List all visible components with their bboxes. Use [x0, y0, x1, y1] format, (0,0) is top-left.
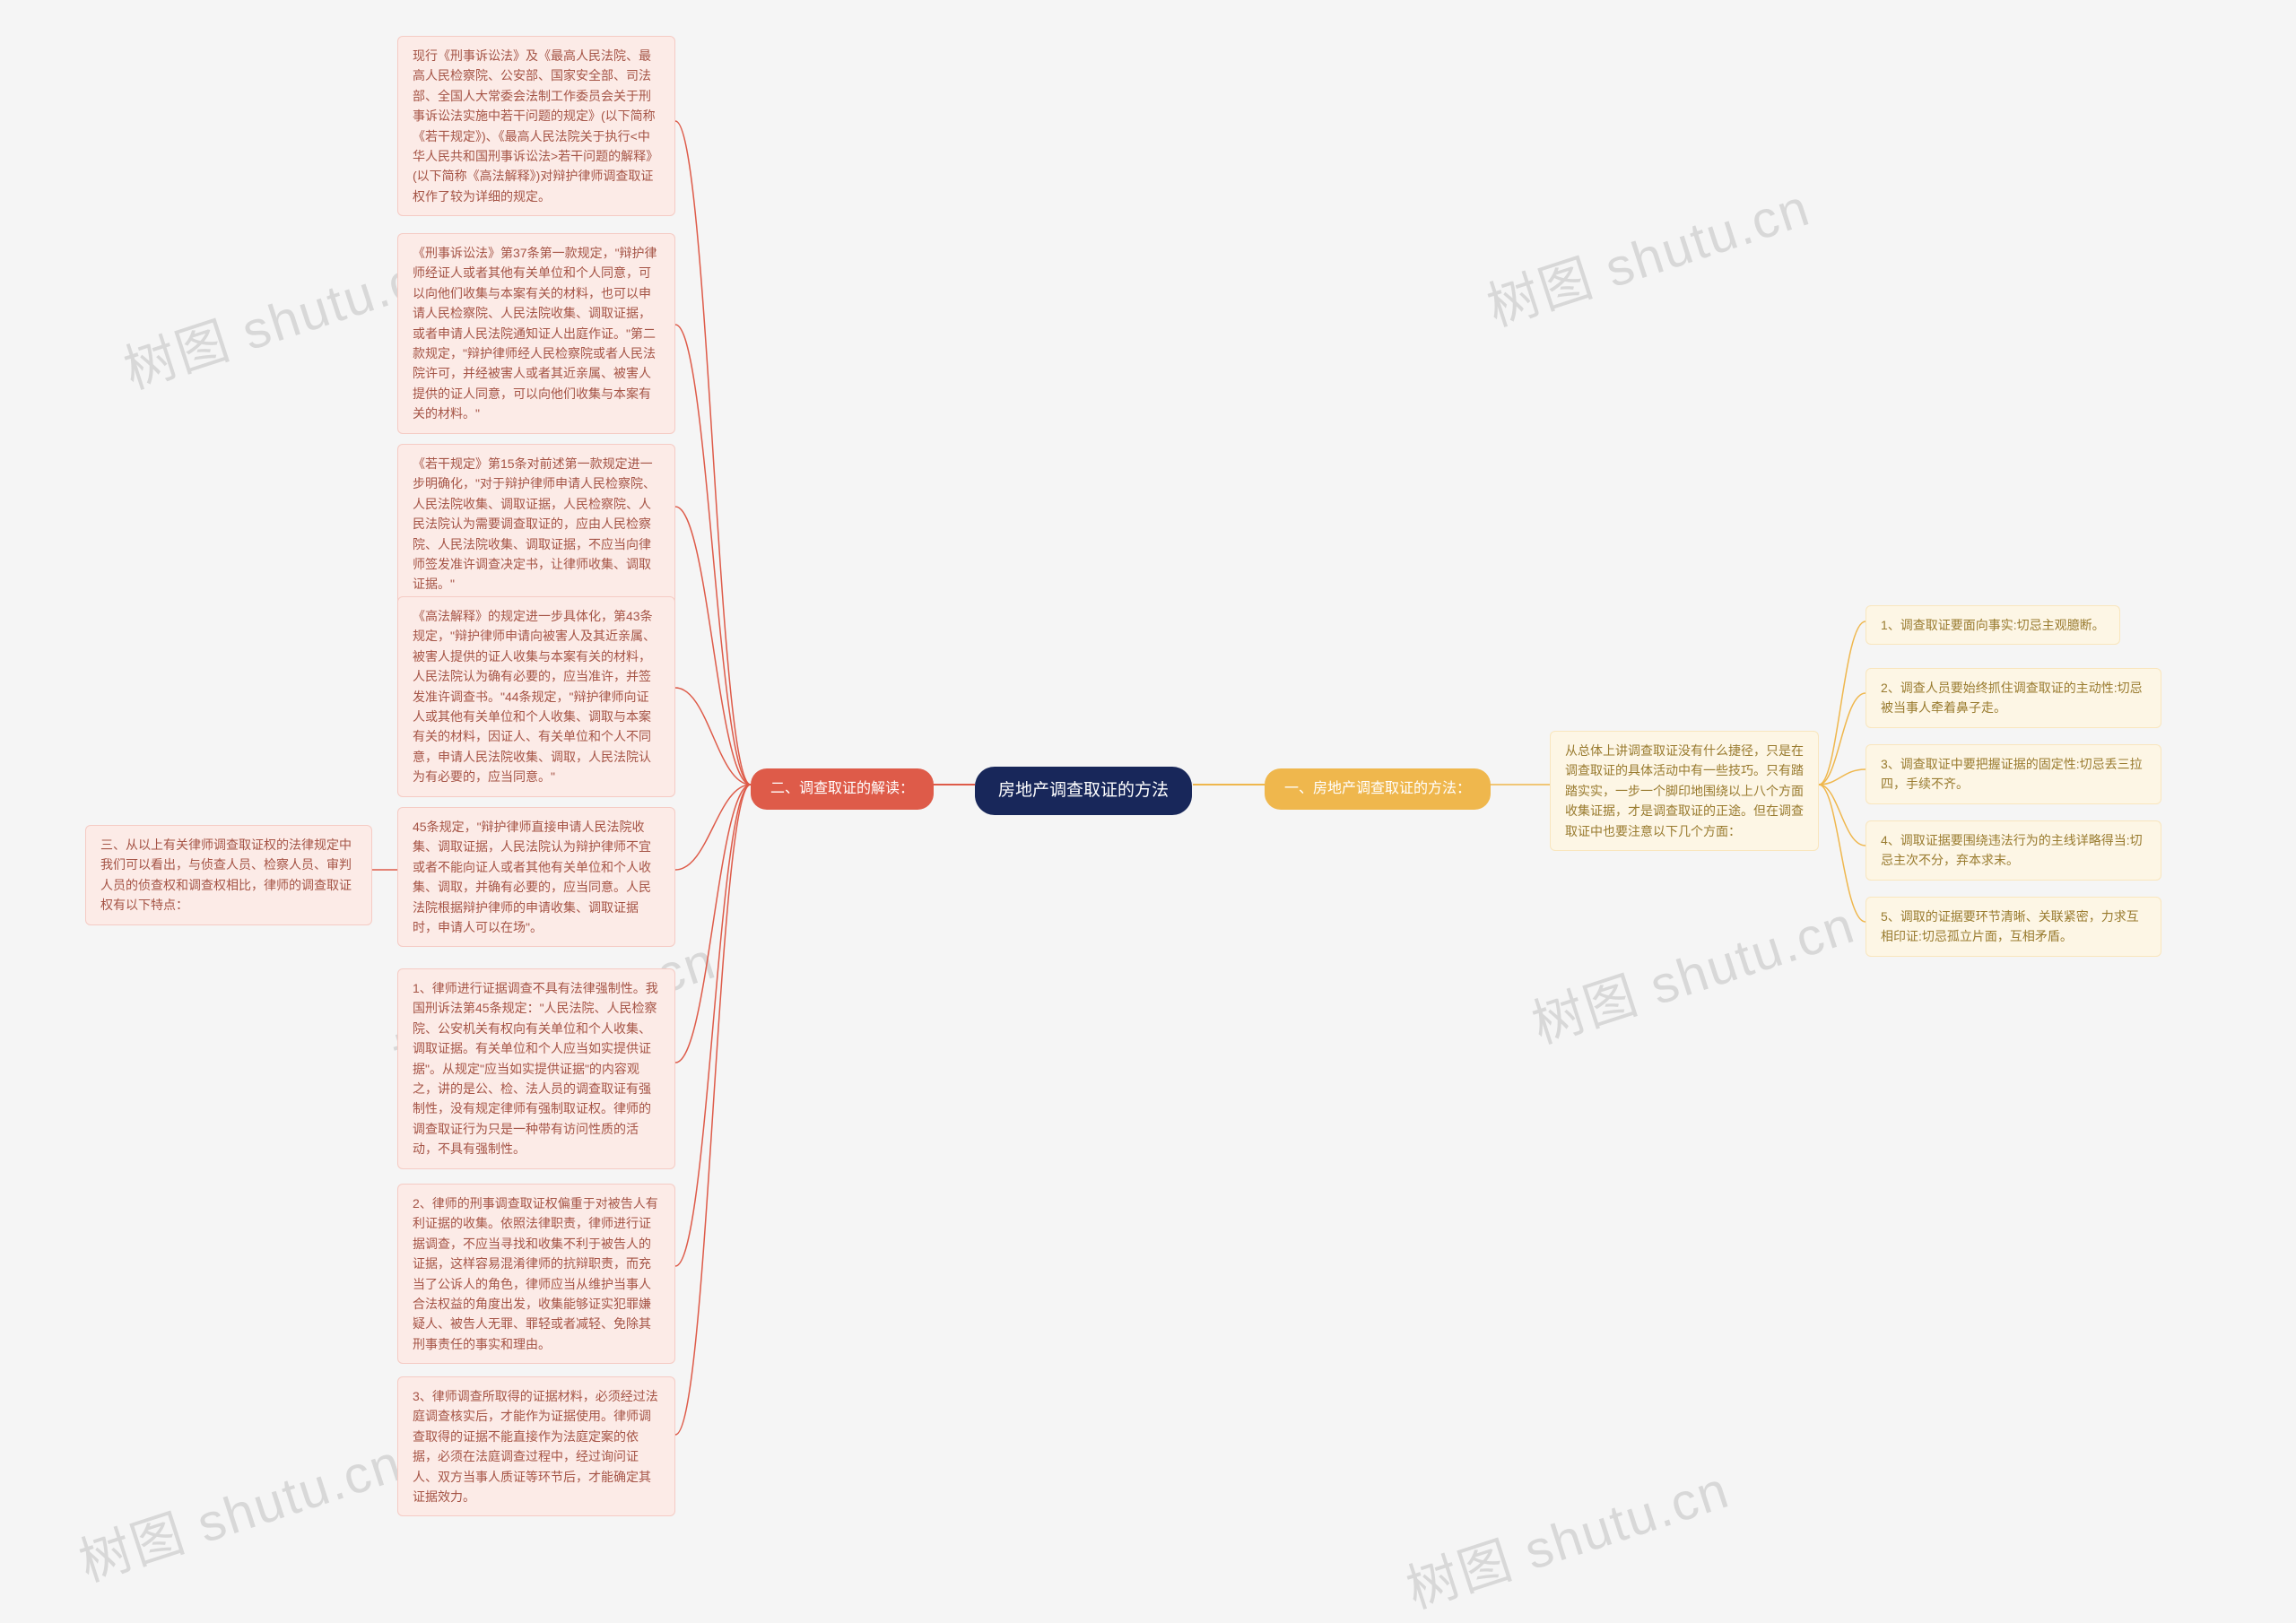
watermark: 树图 shutu.cn	[1396, 1447, 1737, 1622]
left-l2-item[interactable]: 《高法解释》的规定进一步具体化，第43条规定，"辩护律师申请向被害人及其近亲属、…	[397, 596, 675, 797]
branch-left-header[interactable]: 二、调查取证的解读：	[751, 768, 934, 810]
left-l2-item[interactable]: 45条规定，"辩护律师直接申请人民法院收集、调取证据，人民法院认为辩护律师不宜或…	[397, 807, 675, 947]
left-l2-item[interactable]: 1、律师进行证据调查不具有法律强制性。我国刑诉法第45条规定："人民法院、人民检…	[397, 968, 675, 1169]
right-l3-item[interactable]: 3、调查取证中要把握证据的固定性:切忌丢三拉四，手续不齐。	[1866, 744, 2161, 804]
watermark: 树图 shutu.cn	[1476, 165, 1818, 340]
left-l2-item[interactable]: 《若干规定》第15条对前述第一款规定进一步明确化，"对于辩护律师申请人民检察院、…	[397, 444, 675, 604]
left-l2-item[interactable]: 现行《刑事诉讼法》及《最高人民法院、最高人民检察院、公安部、国家安全部、司法部、…	[397, 36, 675, 216]
watermark: 树图 shutu.cn	[1521, 882, 1863, 1057]
right-l2-summary[interactable]: 从总体上讲调查取证没有什么捷径，只是在调查取证的具体活动中有一些技巧。只有踏踏实…	[1550, 731, 1819, 851]
mindmap-canvas: 树图 shutu.cn 树图 shutu.cn 树图 shutu.cn 树图 s…	[0, 0, 2296, 1556]
left-l2-item[interactable]: 《刑事诉讼法》第37条第一款规定，"辩护律师经证人或者其他有关单位和个人同意，可…	[397, 233, 675, 434]
left-l3-note[interactable]: 三、从以上有关律师调查取证权的法律规定中我们可以看出，与侦查人员、检察人员、审判…	[85, 825, 372, 925]
root-node[interactable]: 房地产调查取证的方法	[975, 767, 1192, 815]
left-l2-item[interactable]: 2、律师的刑事调查取证权偏重于对被告人有利证据的收集。依照法律职责，律师进行证据…	[397, 1184, 675, 1364]
branch-right-header[interactable]: 一、房地产调查取证的方法：	[1265, 768, 1491, 810]
right-l3-item[interactable]: 4、调取证据要围绕违法行为的主线详略得当:切忌主次不分，弃本求末。	[1866, 820, 2161, 881]
left-l2-item[interactable]: 3、律师调查所取得的证据材料，必须经过法庭调查核实后，才能作为证据使用。律师调查…	[397, 1376, 675, 1516]
right-l3-item[interactable]: 2、调查人员要始终抓住调查取证的主动性:切忌被当事人牵着鼻子走。	[1866, 668, 2161, 728]
right-l3-item[interactable]: 5、调取的证据要环节清晰、关联紧密，力求互相印证:切忌孤立片面，互相矛盾。	[1866, 897, 2161, 957]
watermark: 树图 shutu.cn	[68, 1420, 410, 1595]
right-l3-item[interactable]: 1、调查取证要面向事实:切忌主观臆断。	[1866, 605, 2120, 645]
